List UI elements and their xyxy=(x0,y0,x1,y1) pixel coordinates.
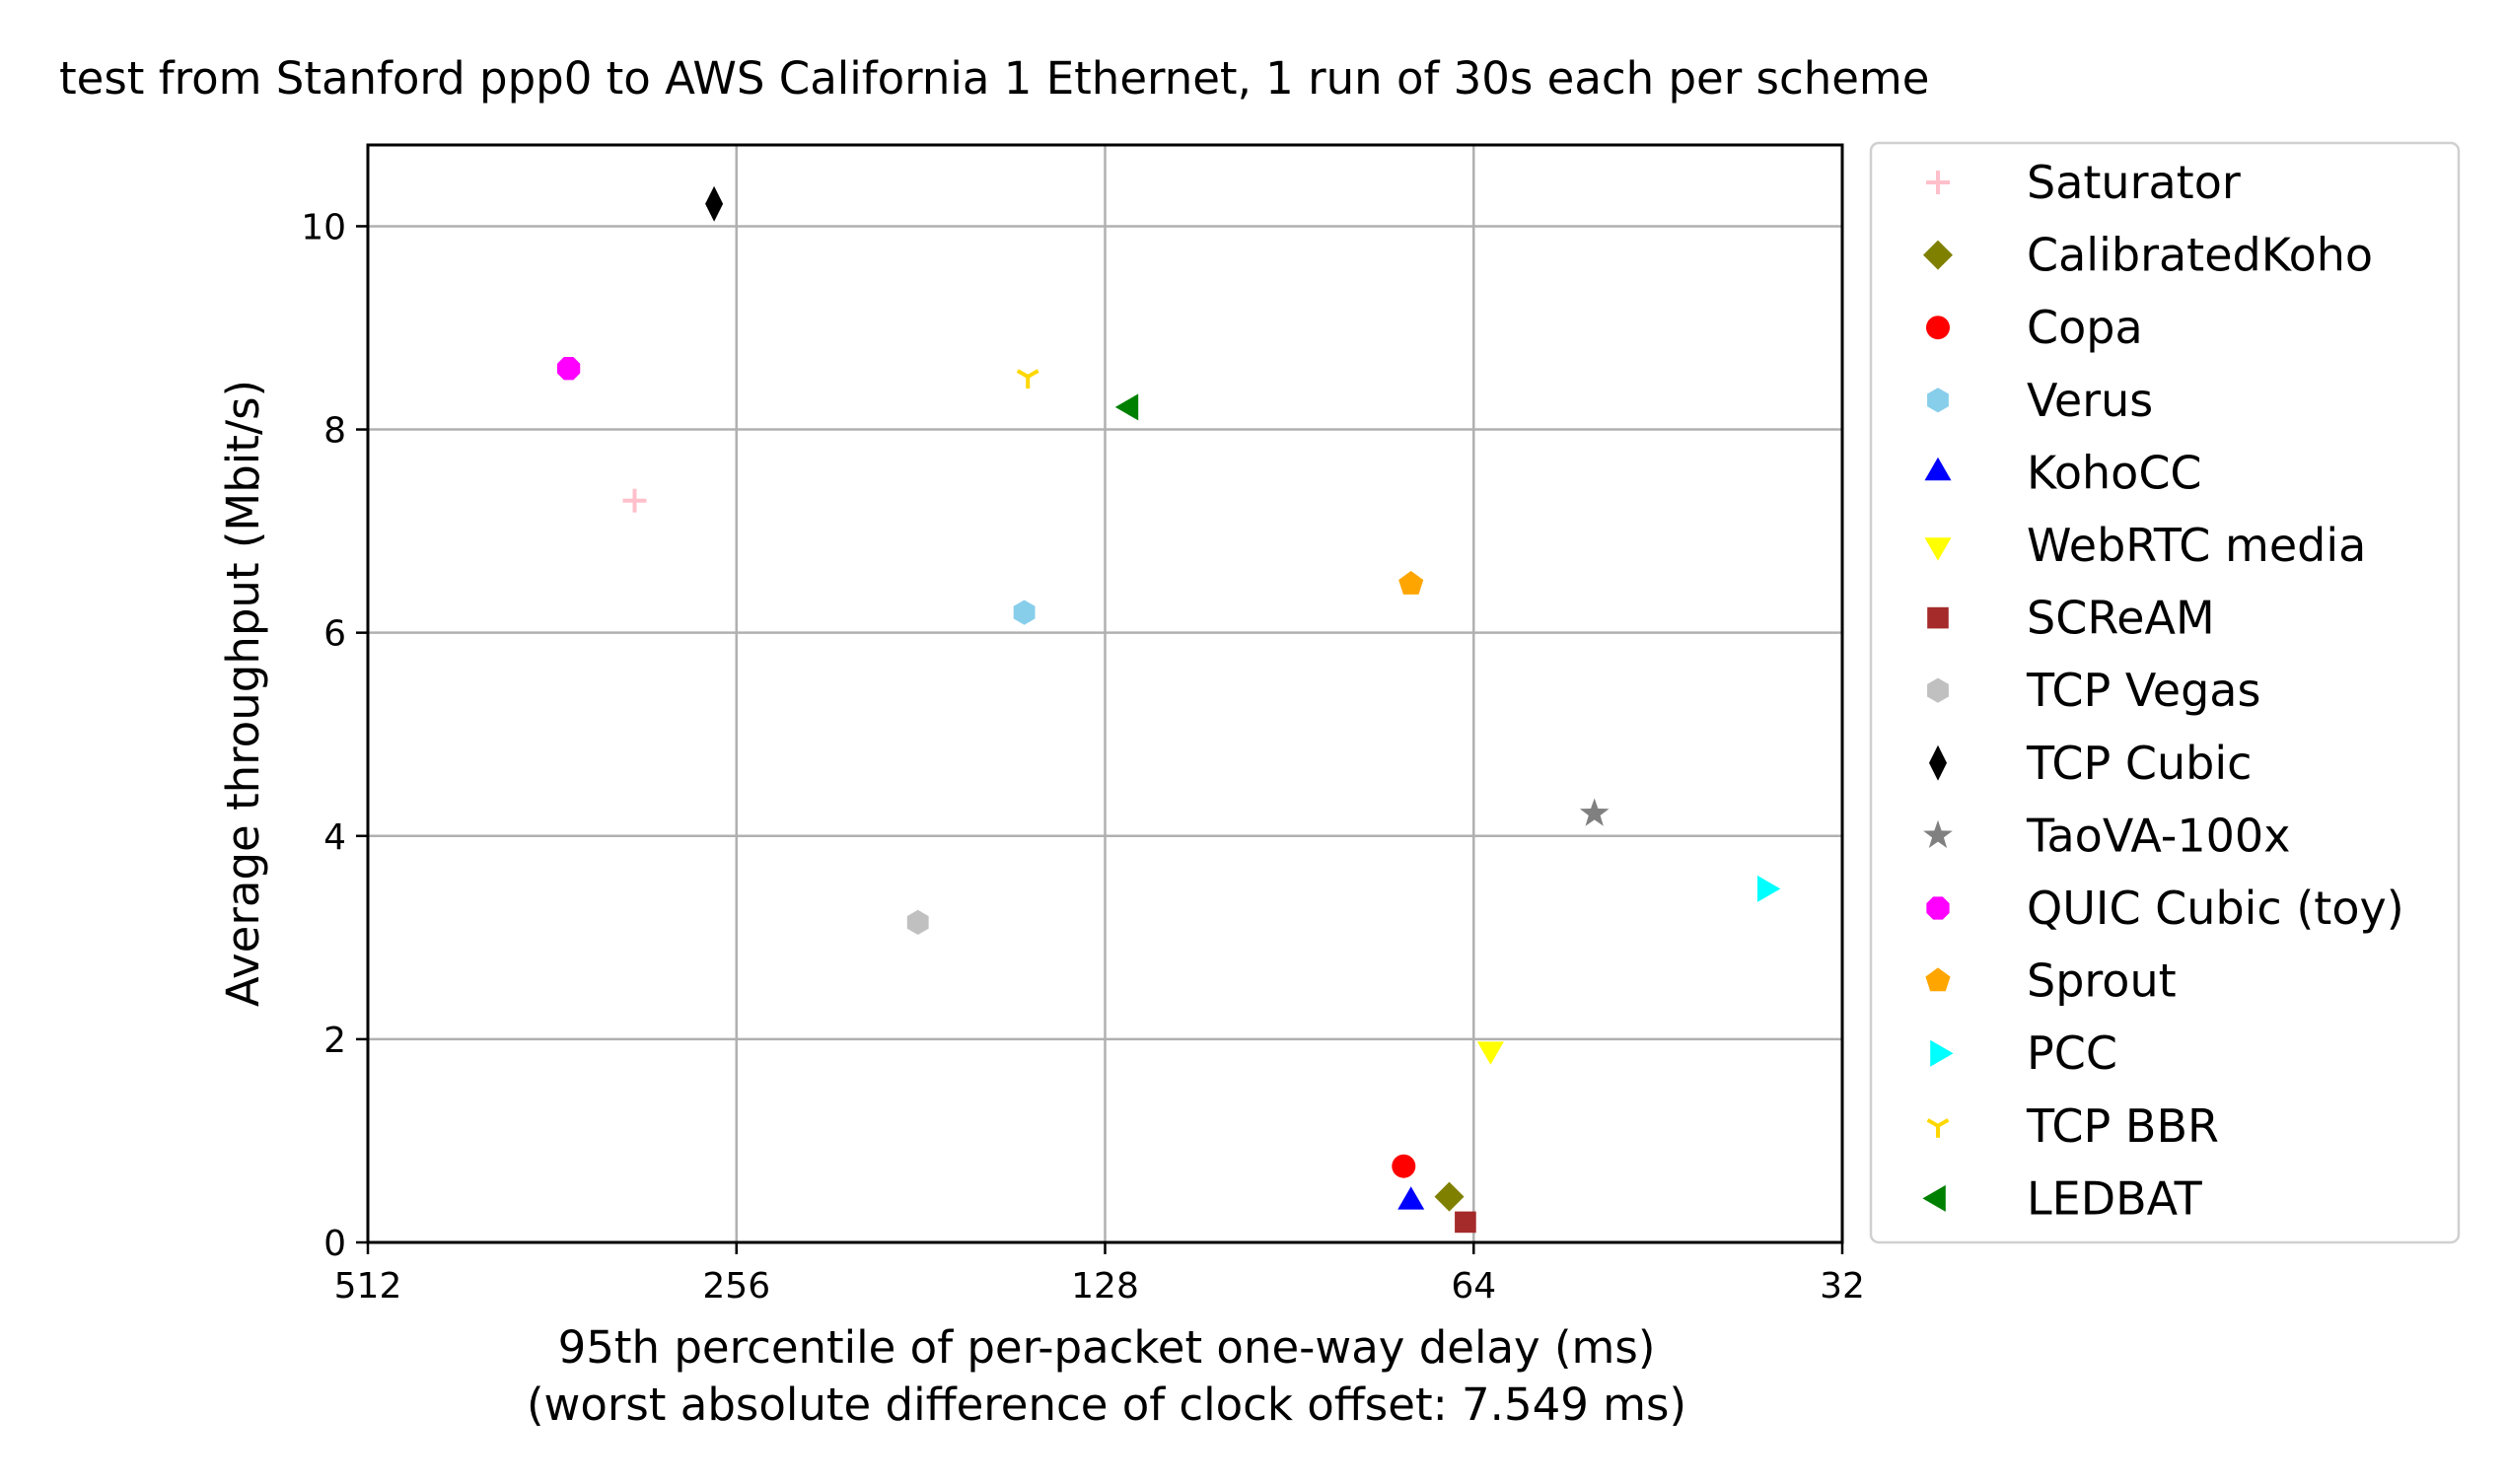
legend-marker-scream xyxy=(1927,606,1949,629)
legend-marker-taova-100x xyxy=(1923,819,1953,849)
legend-label-tcp-vegas: TCP Vegas xyxy=(2026,664,2260,717)
legend-marker-verus xyxy=(1927,388,1949,413)
legend-label-copa: Copa xyxy=(2027,301,2143,354)
y-tick-label: 10 xyxy=(301,207,346,247)
grid xyxy=(368,145,1842,1242)
x-axis-label: 95th percentile of per-packet one-way de… xyxy=(558,1321,1656,1374)
legend-label-tcp-cubic: TCP Cubic xyxy=(2026,737,2252,790)
legend-marker-copa xyxy=(1926,316,1950,340)
y-tick-label: 2 xyxy=(323,1021,346,1061)
axis-ticks: 512 256 128 64 32 0 2 4 6 8 10 xyxy=(301,207,1865,1307)
x-tick-label: 64 xyxy=(1451,1266,1496,1307)
legend-marker-quic-cubic-toy xyxy=(1926,896,1950,920)
legend-label-verus: Verus xyxy=(2027,374,2153,427)
point-taova-100x xyxy=(1579,798,1610,826)
legend: Saturator CalibratedKoho Copa Verus KohoCC We… xyxy=(1869,141,2461,1244)
legend-marker-saturator xyxy=(1926,171,1950,194)
point-quic-cubic-toy xyxy=(556,357,581,381)
point-pcc xyxy=(1756,875,1781,902)
x-axis-label-secondary: (worst absolute difference of clock offs… xyxy=(527,1378,1686,1431)
point-tcp-bbr xyxy=(1016,369,1039,389)
legend-marker-pcc xyxy=(1930,1039,1954,1067)
point-scream xyxy=(1455,1211,1476,1234)
point-sprout xyxy=(1398,571,1424,595)
data-points xyxy=(556,185,1781,1234)
legend-label-quic-cubic-toy: QUIC Cubic (toy) xyxy=(2027,882,2404,935)
legend-label-pcc: PCC xyxy=(2027,1026,2117,1080)
legend-marker-webrtc-media xyxy=(1924,537,1952,561)
y-tick-label: 0 xyxy=(323,1224,346,1264)
point-calibratedkoho xyxy=(1434,1181,1465,1212)
y-tick-label: 6 xyxy=(323,614,346,655)
legend-marker-calibratedkoho xyxy=(1923,240,1953,270)
point-copa xyxy=(1392,1154,1416,1178)
legend-label-sprout: Sprout xyxy=(2027,954,2177,1008)
point-ledbat xyxy=(1114,393,1139,421)
legend-marker-tcp-cubic xyxy=(1929,744,1947,781)
point-webrtc-media xyxy=(1476,1041,1504,1065)
x-tick-label: 512 xyxy=(334,1266,402,1307)
point-saturator xyxy=(622,488,647,513)
legend-marker-tcp-bbr xyxy=(1926,1118,1950,1138)
x-tick-label: 128 xyxy=(1071,1266,1139,1307)
legend-label-taova-100x: TaoVA-100x xyxy=(2026,809,2290,862)
legend-marker-sprout xyxy=(1925,967,1951,992)
point-verus xyxy=(1013,600,1036,625)
legend-label-webrtc-media: WebRTC media xyxy=(2027,519,2366,572)
legend-label-scream: SCReAM xyxy=(2027,592,2215,645)
legend-marker-ledbat xyxy=(1922,1184,1946,1212)
legend-label-ledbat: LEDBAT xyxy=(2027,1171,2203,1225)
x-tick-label: 256 xyxy=(702,1266,770,1307)
x-tick-label: 32 xyxy=(1820,1266,1865,1307)
y-tick-label: 4 xyxy=(323,817,346,858)
legend-label-saturator: Saturator xyxy=(2027,156,2241,209)
legend-label-kohocc: KohoCC xyxy=(2027,446,2202,499)
legend-marker-kohocc xyxy=(1924,457,1952,481)
point-kohocc xyxy=(1397,1186,1425,1210)
point-tcp-cubic xyxy=(705,185,724,222)
legend-marker-tcp-vegas xyxy=(1927,677,1949,703)
point-tcp-vegas xyxy=(906,909,929,935)
chart-title: test from Stanford ppp0 to AWS Californi… xyxy=(59,52,1929,105)
y-tick-label: 8 xyxy=(323,411,346,452)
legend-label-calibratedkoho: CalibratedKoho xyxy=(2027,229,2373,282)
legend-box xyxy=(1869,141,2461,1244)
y-axis-label: Average throughput (Mbit/s) xyxy=(217,380,269,1007)
legend-label-tcp-bbr: TCP BBR xyxy=(2026,1099,2219,1153)
